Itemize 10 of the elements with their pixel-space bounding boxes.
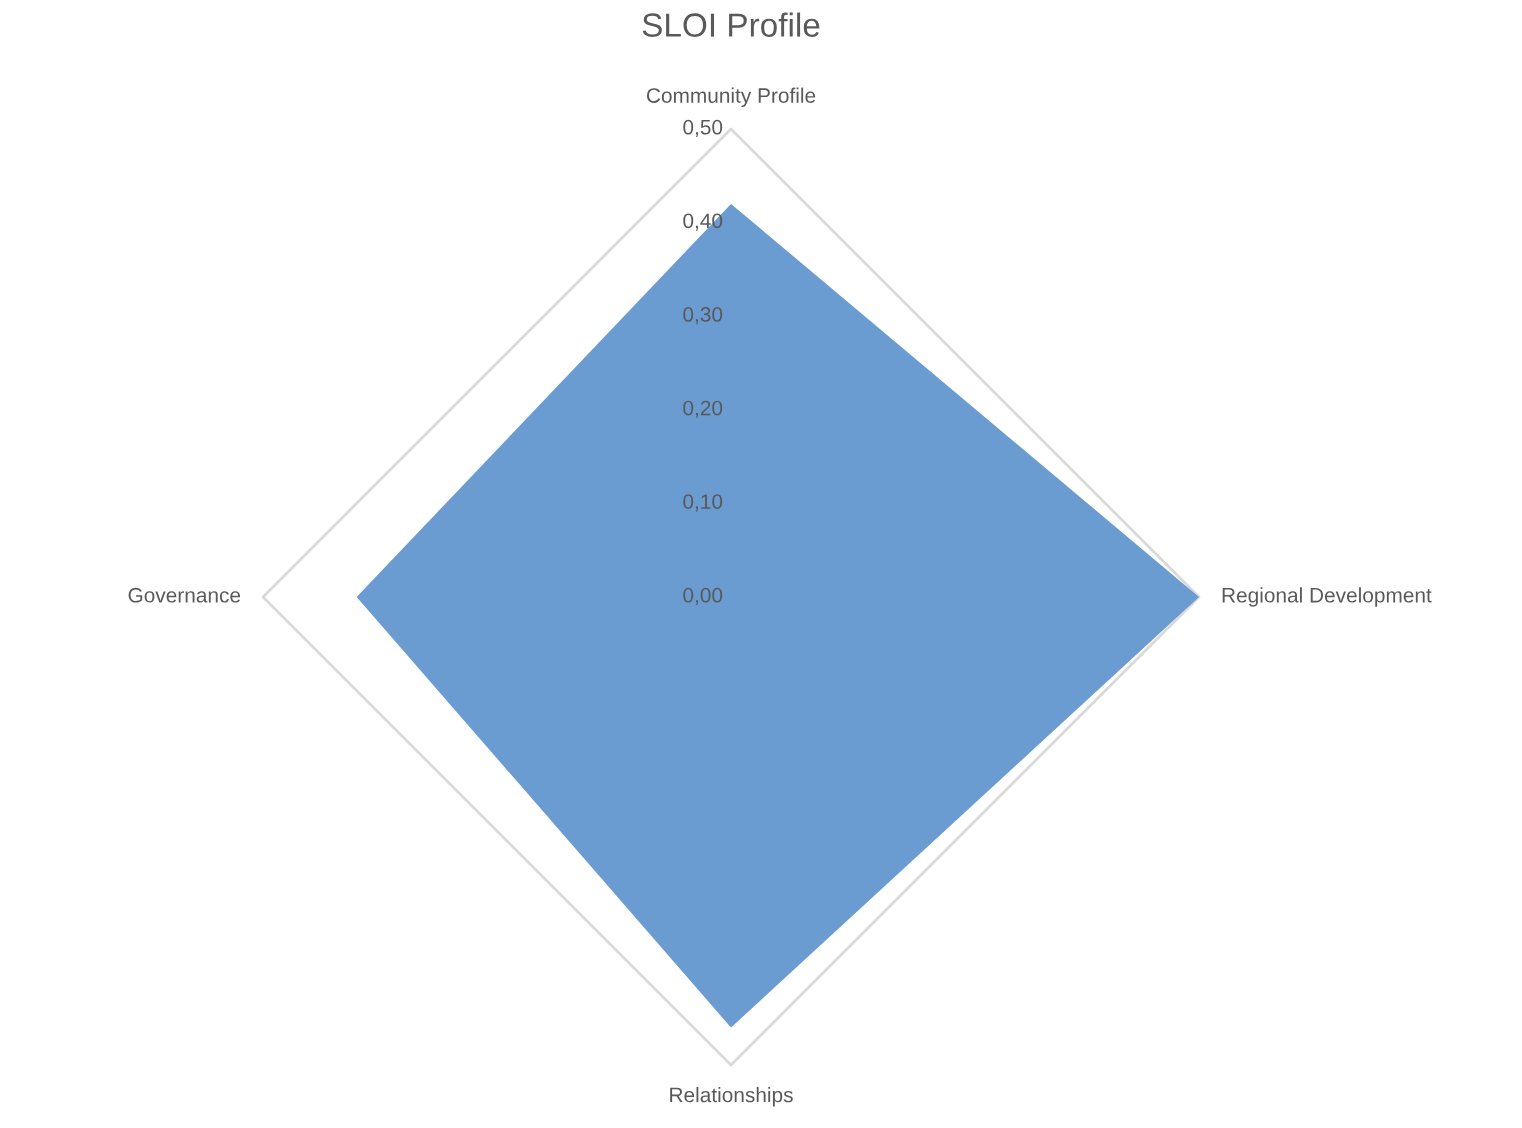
spoke-label: Community Profile	[646, 87, 816, 107]
chart-title: SLOI Profile	[642, 12, 820, 37]
y-tick-label: 0,20	[683, 400, 723, 418]
y-tick-label: 0,00	[683, 587, 723, 606]
y-tick-label: 0,50	[683, 119, 723, 138]
y-tick-label: 0,10	[683, 494, 723, 512]
y-tick-label: 0,30	[683, 307, 723, 325]
spoke-label: Governance	[128, 587, 241, 603]
spoke-label: Relationships	[670, 1087, 793, 1107]
spoke-label: Regional Development	[1222, 587, 1432, 607]
